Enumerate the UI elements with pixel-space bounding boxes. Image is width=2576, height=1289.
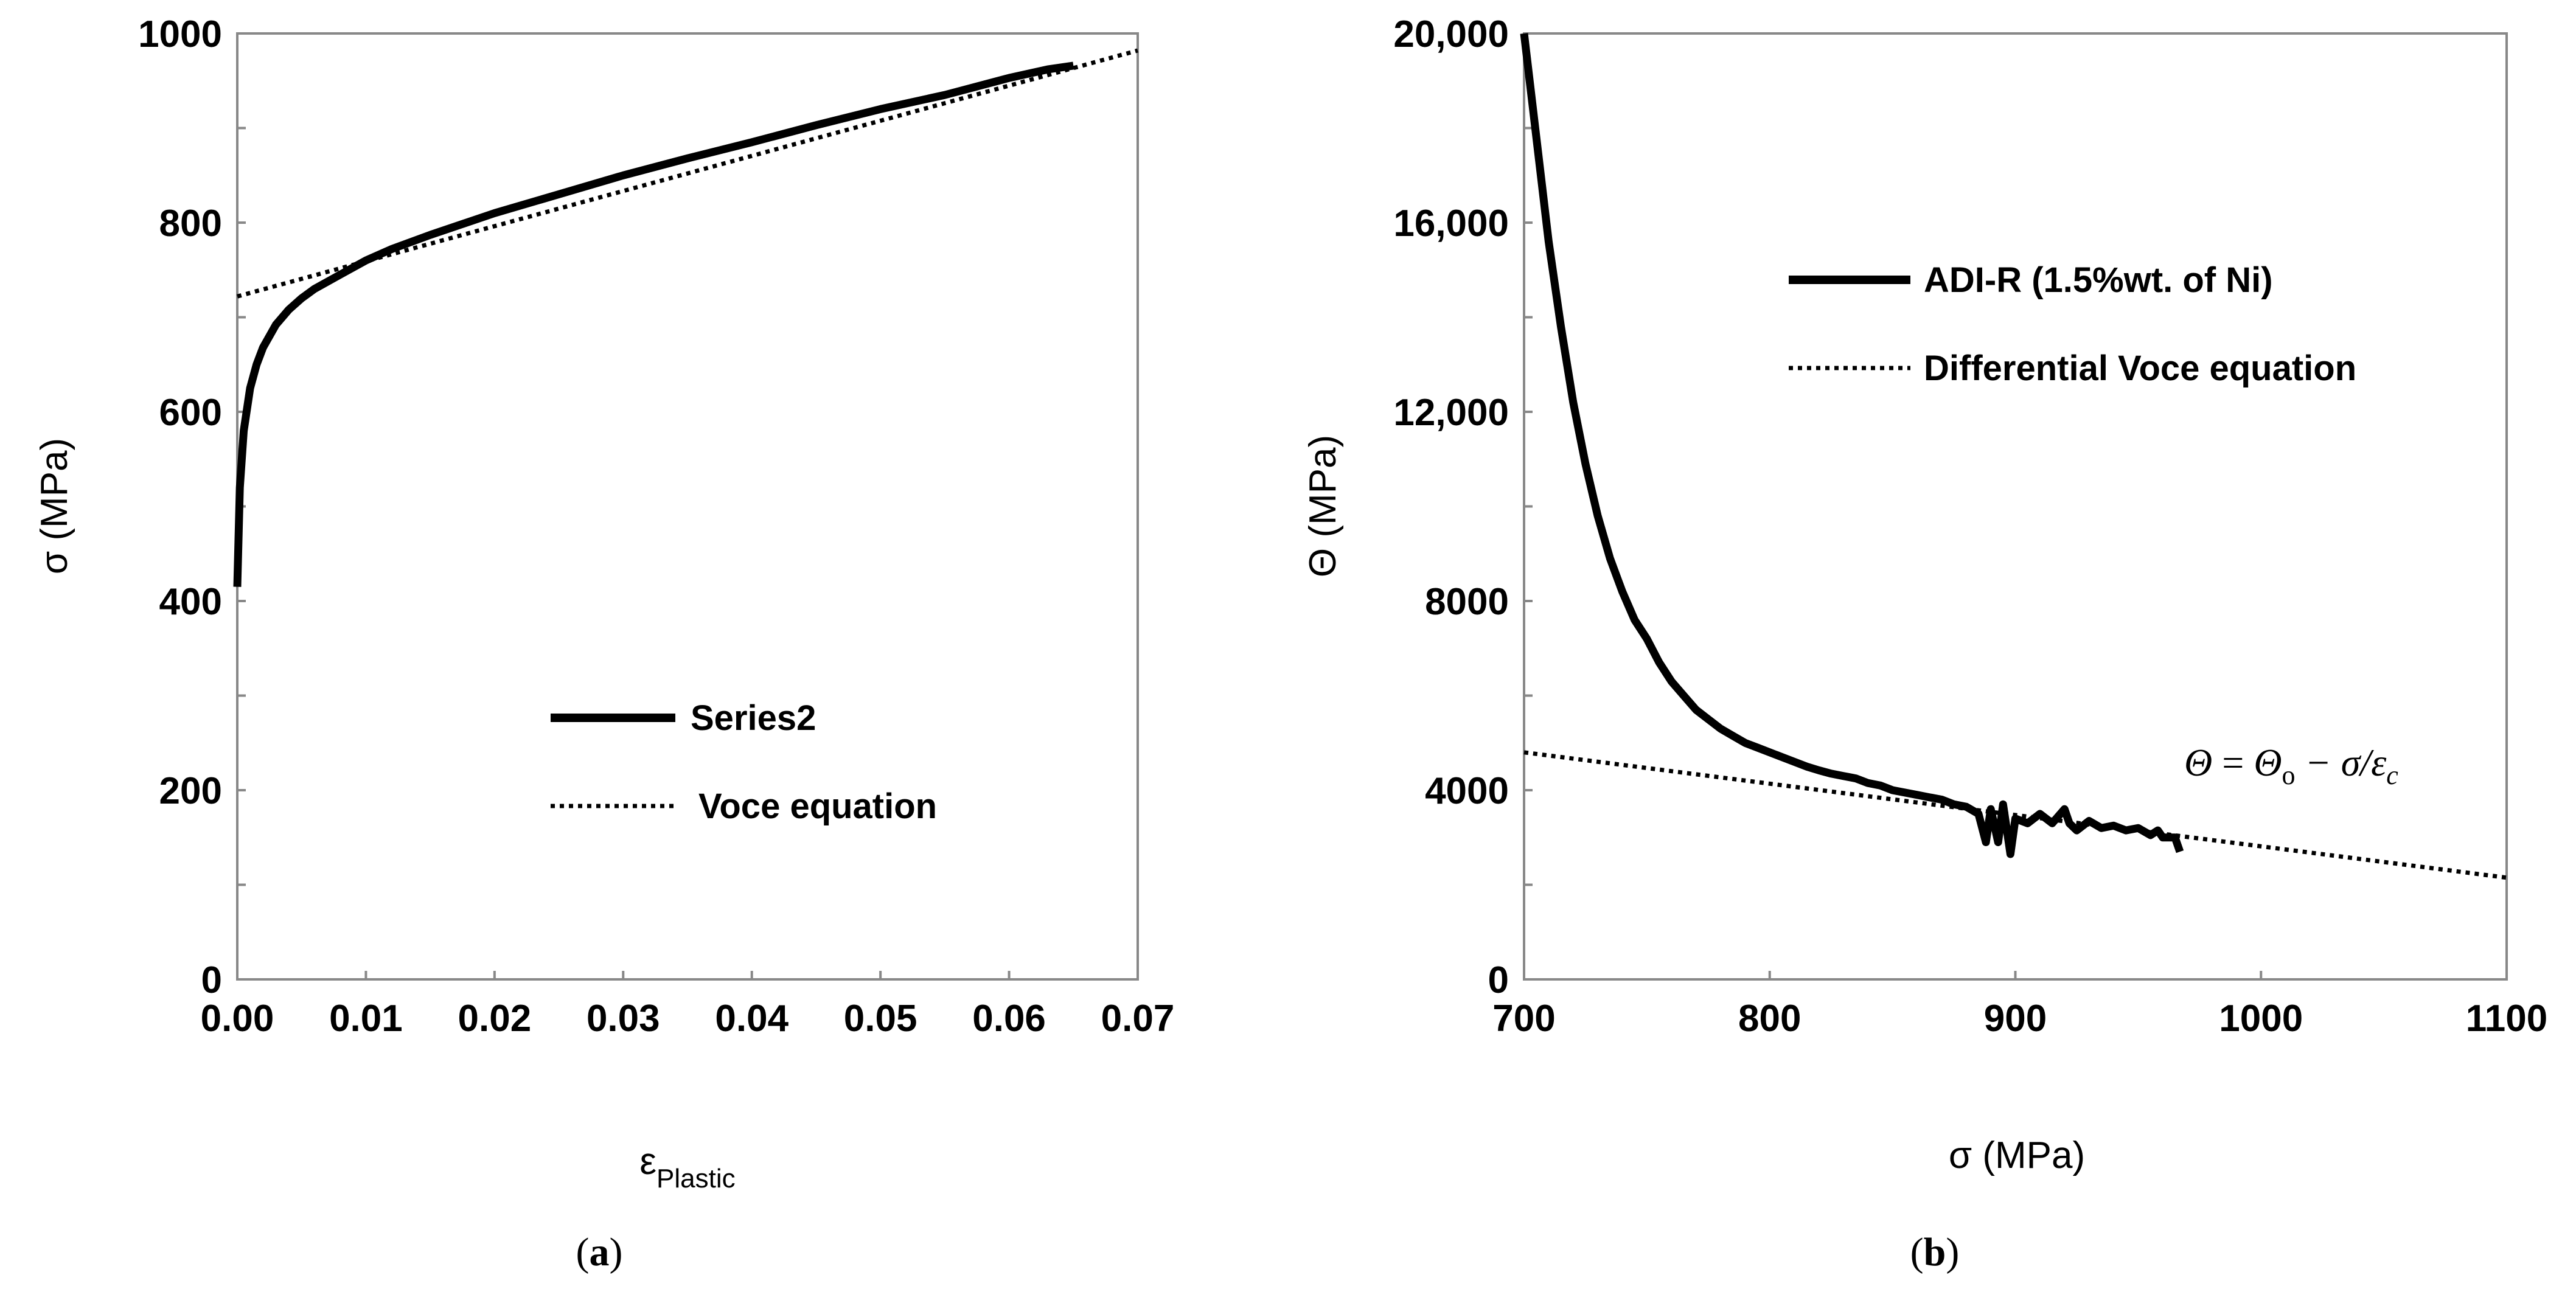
y-tick-labels-b: 0 4000 8000 12,000 16,000 20,000 [1393,13,1533,1001]
x-tick-label: 0.07 [1101,998,1175,1040]
legend-a: Series2 Voce equation [551,698,937,826]
series-group-a [233,48,1138,587]
panel-label-b: (b) [1910,1230,1960,1274]
y-tick-label: 0 [1488,959,1509,1001]
y-axis-title-a: σ (MPa) [33,438,75,574]
x-tick-labels-b: 700 800 900 1000 1100 [1492,971,2547,1040]
y-tick-labels-a: 0 200 400 600 800 1000 [138,13,246,1001]
y-tick-label: 8000 [1425,581,1509,623]
x-tick-label: 0.01 [329,998,403,1040]
series-line-solid [1520,33,2184,858]
x-tick-label: 0.04 [715,998,788,1040]
y-axis-title-b: Θ (MPa) [1302,435,1344,577]
x-axis-title-a-subscript: Plastic [656,1164,736,1193]
y-tick-label: 800 [159,203,222,245]
y-tick-label: 20,000 [1393,13,1509,55]
x-axis-title-a-main: ε [639,1141,656,1183]
legend-label-voce: Voce equation [698,787,937,826]
series-group-b [1520,33,2507,880]
x-tick-label: 800 [1738,998,1801,1040]
legend-label-diff-voce: Differential Voce equation [1924,349,2356,388]
y-tick-label: 12,000 [1393,392,1509,434]
y-tick-label: 600 [159,392,222,434]
y-tick-label: 200 [159,770,222,812]
x-tick-label: 0.02 [458,998,532,1040]
x-tick-label: 900 [1984,998,2047,1040]
series-line-dotted [237,48,1138,299]
x-tick-label: 700 [1492,998,1555,1040]
x-tick-label: 0.03 [587,998,660,1040]
legend-label-adi-r: ADI-R (1.5%wt. of Ni) [1924,260,2273,300]
series-line-dotted [1523,750,2507,880]
x-axis-title-b: σ (MPa) [1949,1134,2085,1176]
y-tick-label: 400 [159,581,222,623]
legend-b: ADI-R (1.5%wt. of Ni) Differential Voce … [1789,260,2356,388]
y-tick-label: 0 [201,959,222,1001]
y-tick-label: 4000 [1425,770,1509,812]
legend-label-series2: Series2 [691,698,816,738]
series-line-solid [233,61,1074,587]
x-tick-label: 0.00 [201,998,274,1040]
x-axis-title-a: εPlastic [639,1141,735,1193]
chart-panel-b: 0 4000 8000 12,000 16,000 20,000 700 800 900 100… [1302,13,2547,1274]
x-tick-label: 1100 [2466,998,2548,1040]
panel-label-a: (a) [576,1230,623,1274]
y-tick-label: 1000 [138,13,222,55]
x-tick-label: 1000 [2219,998,2303,1040]
x-tick-label: 0.06 [972,998,1046,1040]
x-tick-labels-a: 0.00 0.01 0.02 0.03 0.04 0.05 0.06 0.07 [201,971,1175,1040]
x-tick-label: 0.05 [844,998,917,1040]
y-tick-label: 16,000 [1393,203,1509,245]
equation-annotation: Θ = Θo − σ/εc [2184,741,2398,790]
